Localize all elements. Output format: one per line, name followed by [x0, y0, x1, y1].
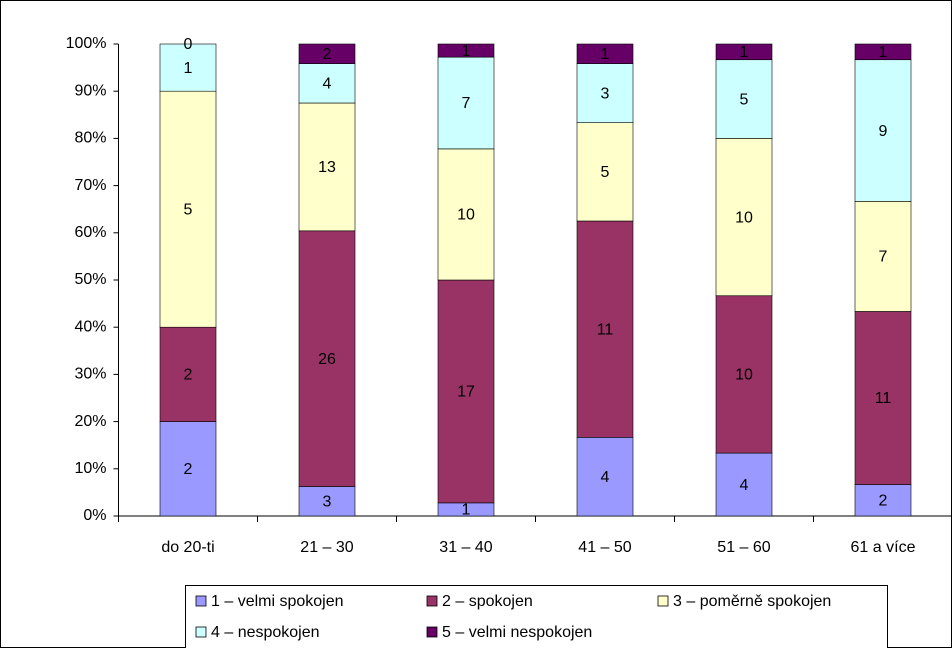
data-label: 1	[879, 44, 888, 61]
data-label: 5	[184, 201, 193, 218]
legend-label: 3 – poměrně spokojen	[673, 593, 831, 610]
x-tick-label: 51 – 60	[717, 539, 770, 556]
y-tick-label: 60%	[74, 224, 106, 241]
legend-swatch	[426, 595, 438, 607]
bar-segment	[715, 59, 773, 139]
bar-segment	[715, 138, 773, 297]
bar-segment	[715, 452, 773, 517]
x-tick-label: 41 – 50	[578, 539, 631, 556]
legend-swatch	[657, 595, 669, 607]
bar-segment	[298, 63, 356, 104]
data-label: 5	[601, 164, 610, 181]
data-label: 10	[457, 207, 475, 224]
y-tick-label: 50%	[74, 271, 106, 288]
legend-label: 2 – spokojen	[442, 593, 533, 610]
data-label: 2	[323, 46, 332, 63]
y-tick-label: 40%	[74, 318, 106, 335]
data-label: 1	[601, 46, 610, 63]
bar-segment	[576, 122, 634, 222]
data-label: 1	[740, 44, 749, 61]
x-tick-label: 61 a více	[851, 539, 916, 556]
y-tick-label: 0%	[83, 507, 106, 524]
legend-label: 4 – nespokojen	[211, 624, 320, 641]
bar-segment	[159, 90, 217, 328]
x-tick-label: 31 – 40	[439, 539, 492, 556]
data-label: 13	[318, 159, 336, 176]
bar-segment	[576, 220, 634, 438]
data-label: 2	[879, 492, 888, 509]
data-label: 17	[457, 384, 475, 401]
bar-segment	[854, 201, 912, 312]
y-tick-label: 80%	[74, 130, 106, 147]
legend-swatch	[195, 626, 207, 638]
y-tick-label: 30%	[74, 366, 106, 383]
data-label: 4	[601, 469, 610, 486]
bar-segment	[298, 230, 356, 487]
bar-segment	[437, 56, 495, 150]
data-label: 1	[462, 502, 471, 519]
data-label: 11	[875, 390, 892, 407]
y-tick-label: 90%	[74, 82, 106, 99]
bar-segment	[854, 43, 912, 61]
data-label: 7	[462, 95, 471, 112]
bar-segment	[576, 437, 634, 517]
bar-segment	[298, 102, 356, 232]
data-label: 7	[879, 249, 888, 266]
data-label: 10	[735, 209, 753, 226]
data-label: 5	[740, 91, 749, 108]
legend-label: 5 – velmi nespokojen	[442, 624, 592, 641]
bar-segment	[437, 279, 495, 504]
bar-segment	[715, 43, 773, 61]
y-tick-label: 10%	[74, 460, 106, 477]
legend-label: 1 – velmi spokojen	[211, 593, 344, 610]
data-label: 2	[184, 461, 193, 478]
data-label: 10	[735, 367, 753, 384]
data-label: 1	[462, 43, 471, 60]
bar-segment	[576, 63, 634, 123]
bar-segment	[437, 148, 495, 281]
bar-segment	[576, 43, 634, 64]
x-tick-label: do 20-ti	[161, 539, 214, 556]
legend-swatch	[426, 626, 438, 638]
data-label: 9	[879, 123, 888, 140]
bar-segment	[854, 484, 912, 517]
data-label: 3	[601, 85, 610, 102]
data-label: 3	[323, 493, 332, 510]
bar-segment	[854, 311, 912, 485]
data-label: 26	[318, 351, 336, 368]
data-label: 4	[323, 76, 332, 93]
x-tick-label: 21 – 30	[300, 539, 353, 556]
legend-swatch	[195, 595, 207, 607]
bar-segment	[298, 43, 356, 64]
y-tick-label: 20%	[74, 413, 106, 430]
bar-segment	[437, 43, 495, 58]
bar-segment	[715, 295, 773, 454]
legend-box	[185, 585, 888, 648]
bar-segment	[298, 486, 356, 517]
data-label: 2	[184, 367, 193, 384]
bar-segment	[854, 59, 912, 202]
bar-segment	[159, 326, 217, 422]
data-label: 1	[184, 60, 193, 77]
bar-segment	[159, 421, 217, 517]
data-label: 0	[184, 36, 193, 53]
data-label: 11	[597, 321, 614, 338]
y-tick-label: 100%	[66, 35, 107, 52]
y-tick-label: 70%	[74, 177, 106, 194]
bar-segment	[159, 43, 217, 92]
data-label: 4	[740, 477, 749, 494]
